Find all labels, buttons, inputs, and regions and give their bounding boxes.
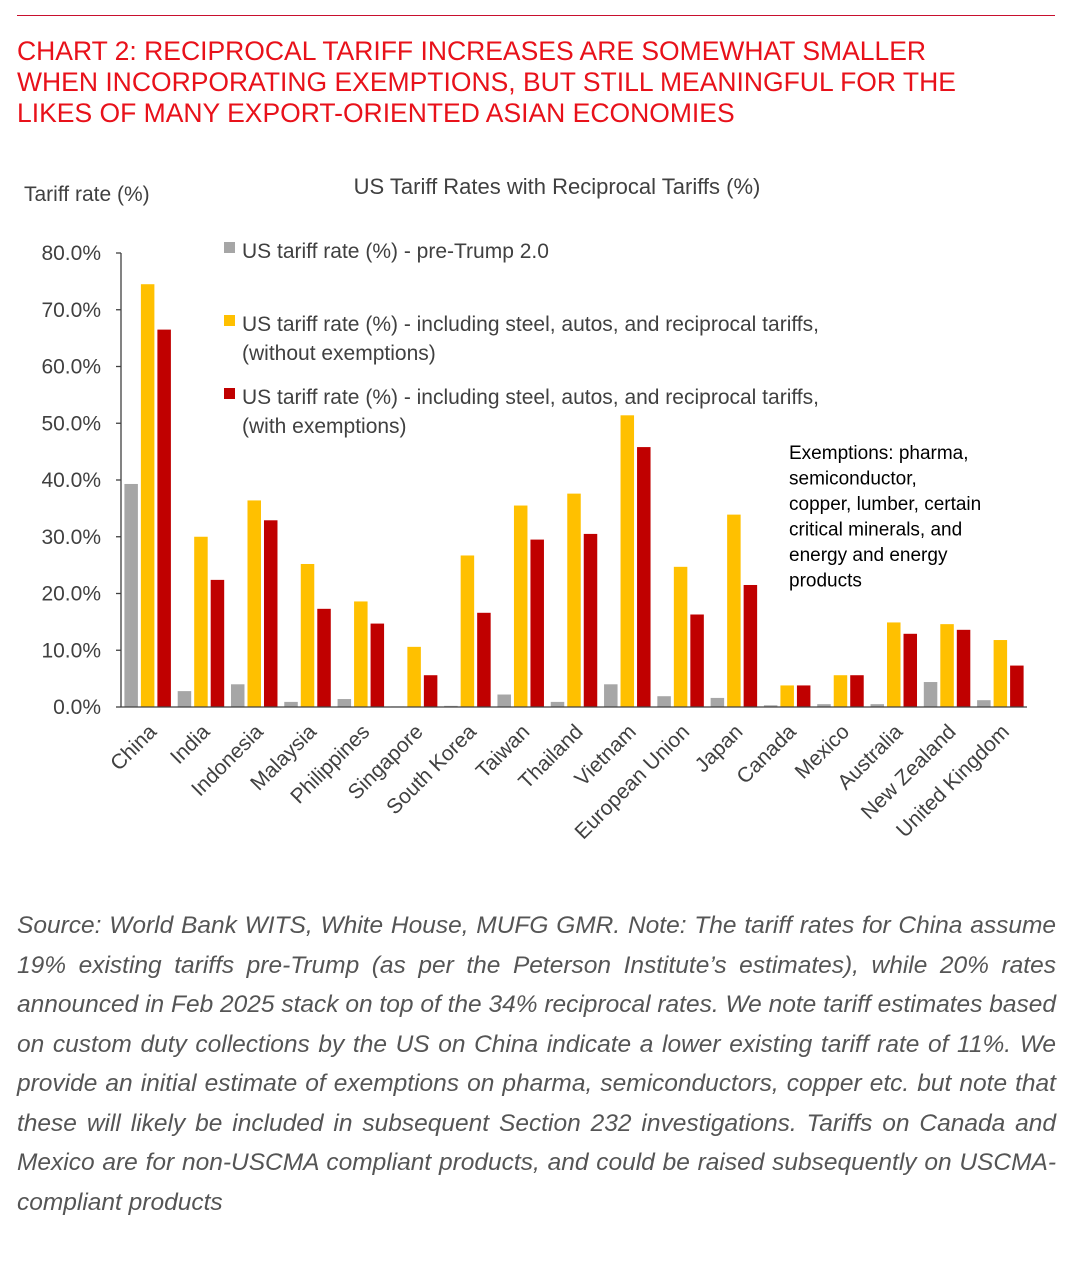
- annotation-line: critical minerals, and: [789, 520, 962, 541]
- legend-label: US tariff rate (%) - pre-Trump 2.0: [242, 240, 549, 263]
- y-axis: 0.0% 10.0% 20.0% 30.0% 40.0% 50.0% 60.0% 70.0% 8…: [41, 242, 122, 719]
- bar-series-group: [124, 284, 1024, 707]
- y-tick-label: 30.0%: [41, 526, 101, 549]
- series-3: [157, 329, 1024, 707]
- bar: [1010, 665, 1024, 707]
- bar: [157, 329, 171, 707]
- bar: [850, 675, 864, 707]
- y-axis-label: Tariff rate (%): [24, 183, 150, 206]
- bar: [833, 675, 848, 707]
- bar: [657, 696, 671, 707]
- bar: [583, 533, 598, 707]
- y-tick-label: 40.0%: [41, 469, 101, 492]
- series-2: [140, 284, 1008, 707]
- bar: [140, 284, 155, 707]
- series-1: [124, 483, 991, 707]
- y-tick-label: 0.0%: [53, 696, 101, 719]
- bar: [923, 682, 938, 707]
- bar: [727, 514, 741, 707]
- bar: [354, 601, 368, 707]
- y-tick-label: 20.0%: [41, 583, 101, 606]
- annotation-line: energy and energy: [789, 545, 948, 566]
- bar: [763, 705, 778, 707]
- legend-label: US tariff rate (%) - including steel, au…: [242, 386, 819, 409]
- bar: [743, 584, 758, 707]
- annotation-line: products: [789, 571, 862, 592]
- legend-swatch: [224, 315, 235, 326]
- bar: [567, 493, 581, 707]
- bar: [230, 684, 245, 707]
- bar: [887, 622, 901, 707]
- annotation-line: Exemptions: pharma,: [789, 443, 969, 464]
- bar: [903, 633, 918, 707]
- x-tick-label: Canada: [732, 720, 801, 789]
- bar: [530, 539, 544, 707]
- bar: [337, 699, 352, 707]
- legend-swatch: [224, 242, 235, 253]
- legend-label: US tariff rate (%) - including steel, au…: [242, 313, 819, 336]
- bar: [940, 624, 954, 707]
- bar: [477, 612, 491, 707]
- bar: [407, 646, 421, 707]
- y-tick-label: 10.0%: [41, 639, 101, 662]
- bar: [284, 701, 298, 707]
- bar: [317, 608, 331, 707]
- bar: [550, 701, 565, 707]
- bar: [210, 579, 225, 707]
- bar: [637, 447, 651, 707]
- bar: [673, 566, 688, 707]
- tariff-chart: US Tariff Rates with Reciprocal Tariffs …: [24, 174, 1027, 844]
- bar: [993, 640, 1008, 707]
- annotation-line: semiconductor,: [789, 469, 917, 490]
- bar: [780, 685, 794, 707]
- bar: [263, 520, 278, 707]
- chart-heading: CHART 2: RECIPROCAL TARIFF INCREASES ARE…: [17, 36, 1057, 129]
- top-rule: [17, 15, 1055, 16]
- bar: [124, 483, 138, 707]
- bar: [620, 415, 635, 707]
- heading-line-1: CHART 2: RECIPROCAL TARIFF INCREASES ARE…: [17, 36, 927, 66]
- heading-line-3: LIKES OF MANY EXPORT-ORIENTED ASIAN ECON…: [17, 98, 735, 128]
- legend: US tariff rate (%) - pre-Trump 2.0 US tar…: [224, 240, 819, 438]
- y-tick-label: 70.0%: [41, 299, 101, 322]
- bar: [247, 500, 261, 707]
- bar: [497, 694, 511, 707]
- bar: [956, 629, 971, 707]
- x-tick-label: China: [106, 720, 161, 775]
- exemptions-annotation: Exemptions: pharma, semiconductor, copper,…: [789, 443, 981, 592]
- bar: [977, 700, 991, 707]
- chart-title: US Tariff Rates with Reciprocal Tariffs …: [354, 174, 761, 199]
- legend-label: (without exemptions): [242, 342, 436, 365]
- bar: [370, 623, 385, 707]
- bar: [513, 505, 528, 707]
- heading-line-2: WHEN INCORPORATING EXEMPTIONS, BUT STILL…: [17, 67, 956, 97]
- bar: [604, 684, 618, 707]
- bar: [870, 704, 885, 707]
- bar: [817, 704, 831, 707]
- bar: [177, 691, 192, 707]
- y-tick-label: 50.0%: [41, 412, 101, 435]
- bar: [194, 536, 208, 707]
- bar: [690, 614, 704, 707]
- legend-label: (with exemptions): [242, 415, 407, 438]
- annotation-line: copper, lumber, certain: [789, 494, 981, 515]
- legend-swatch: [224, 388, 235, 399]
- source-note: Source: World Bank WITS, White House, MU…: [17, 912, 1056, 1216]
- bar: [423, 675, 438, 707]
- y-tick-label: 80.0%: [41, 242, 101, 265]
- x-axis: China IndiaIndonesiaMalaysiaPhilippinesSi…: [106, 720, 1014, 844]
- x-tick-label: India: [166, 720, 215, 769]
- y-tick-label: 60.0%: [41, 356, 101, 379]
- bar: [300, 563, 315, 707]
- bar: [796, 685, 811, 707]
- bar: [460, 555, 475, 707]
- bar: [710, 697, 725, 707]
